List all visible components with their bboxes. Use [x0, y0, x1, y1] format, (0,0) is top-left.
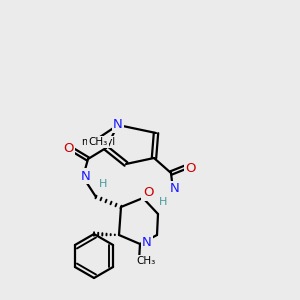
Text: H: H: [99, 179, 107, 189]
Text: methyl: methyl: [81, 137, 115, 147]
Text: CH₃: CH₃: [136, 256, 156, 266]
Text: N: N: [170, 182, 180, 196]
Text: N: N: [142, 236, 152, 250]
Text: N: N: [113, 118, 123, 131]
Text: O: O: [63, 142, 73, 155]
Text: O: O: [143, 187, 153, 200]
Text: N: N: [81, 169, 91, 182]
Text: O: O: [186, 161, 196, 175]
Text: CH₃: CH₃: [88, 137, 108, 147]
Text: H: H: [159, 197, 167, 207]
